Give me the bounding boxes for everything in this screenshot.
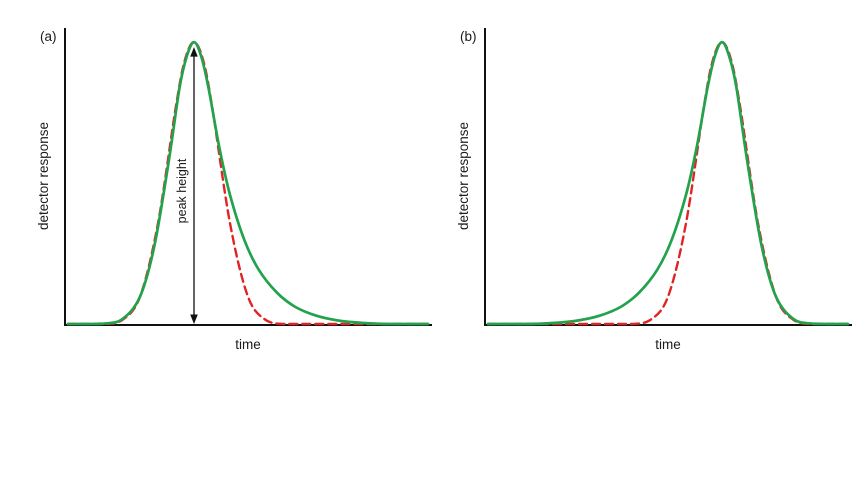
tailing-peak-curve bbox=[66, 40, 430, 326]
peak-height-arrow bbox=[190, 47, 198, 324]
curves-group bbox=[486, 40, 850, 326]
arrowhead-up bbox=[190, 47, 198, 57]
panel-b: (b) time detector response bbox=[456, 28, 852, 352]
panel-a: (a) time detector response peak height bbox=[36, 28, 432, 352]
y-axis-label: detector response bbox=[36, 122, 51, 230]
panel-label: (b) bbox=[460, 29, 477, 44]
curves-group bbox=[66, 40, 430, 326]
x-axis-label: time bbox=[655, 337, 681, 352]
x-axis-label: time bbox=[235, 337, 261, 352]
peak-height-label: peak height bbox=[175, 158, 189, 223]
arrowhead-down bbox=[190, 314, 198, 324]
y-axis-label: detector response bbox=[456, 122, 471, 230]
ideal-symmetric-peak-curve bbox=[66, 40, 430, 326]
ideal-symmetric-peak-curve bbox=[486, 40, 850, 326]
panel-label: (a) bbox=[40, 29, 57, 44]
fronting-peak-curve bbox=[486, 40, 850, 326]
